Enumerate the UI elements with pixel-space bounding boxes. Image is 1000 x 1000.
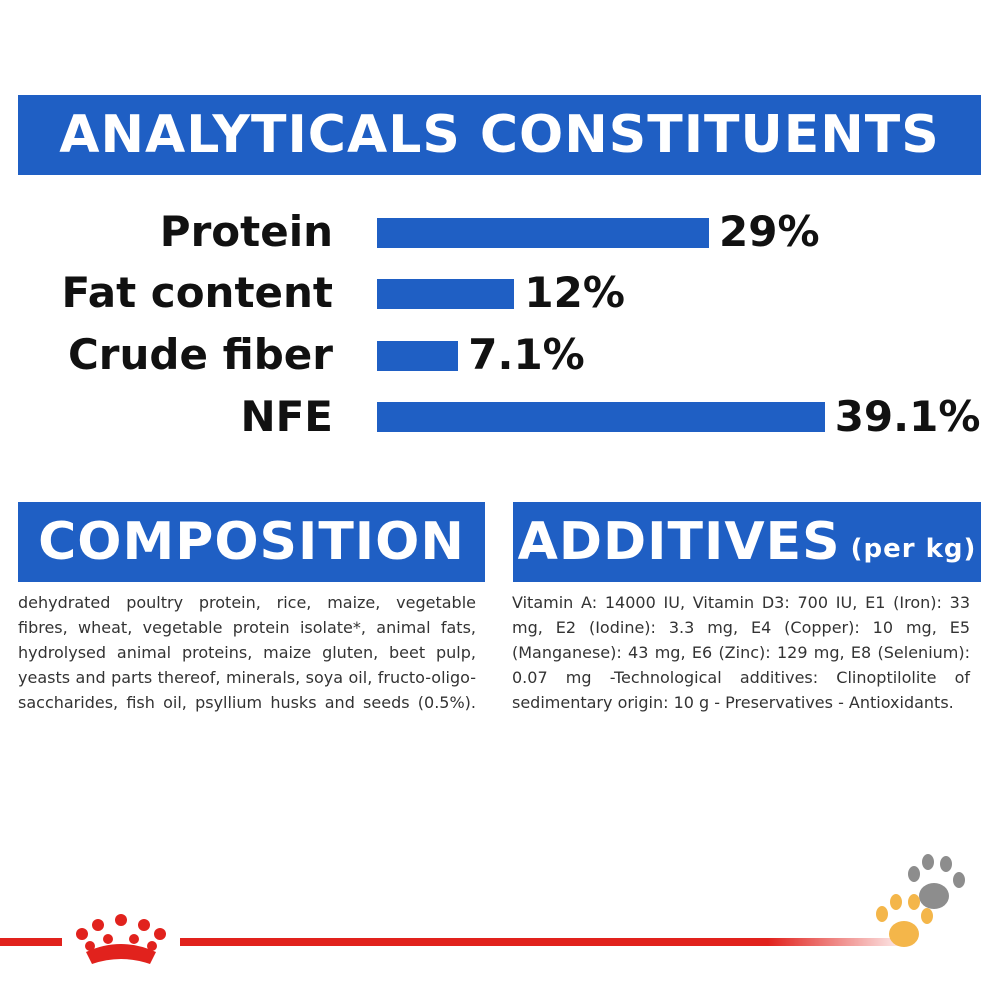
bar-protein — [377, 218, 710, 248]
bar-crude-fiber — [377, 341, 459, 371]
composition-text: dehydrated poultry protein, rice, maize,… — [18, 593, 476, 712]
footer-red-line-right — [180, 938, 915, 946]
value-crude-fiber: 7.1% — [468, 330, 585, 379]
footer-red-line-left — [0, 938, 62, 946]
composition-title: COMPOSITION — [38, 512, 465, 572]
bar-fat-content — [377, 279, 515, 309]
bar-nfe — [377, 402, 825, 432]
row-label-crude-fiber: Crude fiber — [67, 330, 333, 379]
crown-icon — [76, 914, 166, 964]
value-fat-content: 12% — [524, 268, 625, 317]
value-nfe: 39.1% — [834, 392, 981, 441]
row-label-nfe: NFE — [240, 392, 333, 441]
row-label-protein: Protein — [159, 207, 333, 256]
paw-prints-icon — [876, 854, 965, 947]
composition-title-banner: COMPOSITION — [18, 502, 485, 582]
analytics-title: ANALYTICALS CONSTITUENTS — [59, 105, 940, 165]
value-protein: 29% — [719, 207, 820, 256]
additives-unit: (per kg) — [850, 534, 977, 564]
additives-text: Vitamin A: 14000 IU, Vitamin D3: 700 IU,… — [512, 593, 970, 712]
additives-title: ADDITIVES — [517, 512, 841, 572]
analytics-title-banner: ANALYTICALS CONSTITUENTS — [18, 95, 981, 175]
row-label-fat-content: Fat content — [61, 268, 333, 317]
additives-title-banner: ADDITIVES (per kg) — [513, 502, 981, 582]
